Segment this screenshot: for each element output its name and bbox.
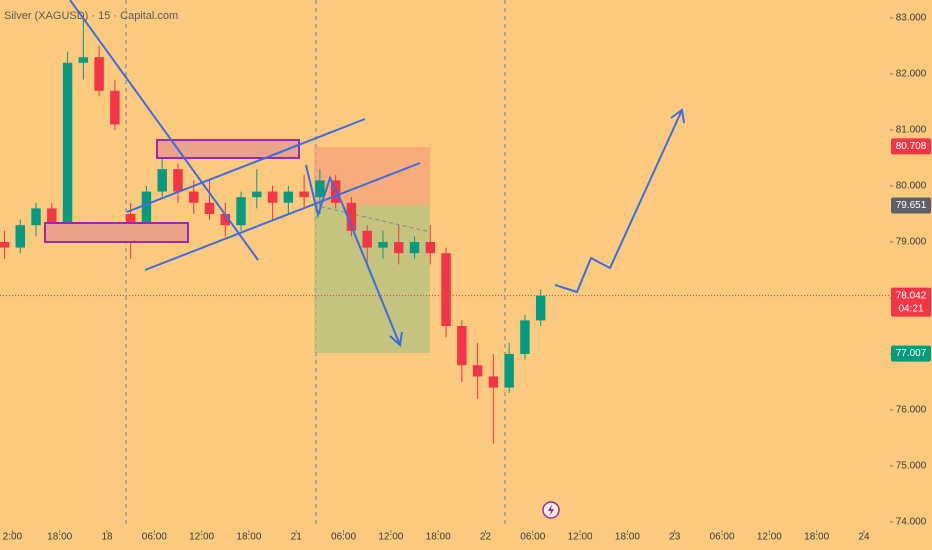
price-badge	[891, 345, 931, 362]
candle-body	[504, 353, 514, 388]
price-label: 79.651	[896, 200, 927, 211]
candle-body	[362, 230, 372, 248]
x-tick-label: 18:00	[615, 532, 640, 543]
price-label: 77.007	[896, 348, 927, 359]
x-tick-label: 12:00	[189, 532, 214, 543]
candle-body	[267, 191, 278, 203]
chart-title: Silver (XAGUSD) · 15 · Capital.com	[4, 10, 178, 22]
candle-body	[78, 57, 89, 63]
icon-bolt	[548, 504, 554, 516]
price-badge	[891, 287, 931, 317]
candle-body	[283, 191, 294, 203]
x-tick-label: 06:00	[520, 532, 545, 543]
candle-body	[457, 325, 467, 366]
candle-body	[299, 191, 309, 198]
x-tick-label: 22	[480, 532, 492, 543]
drawings	[44, 0, 685, 347]
zone-box	[156, 139, 300, 159]
axes: 83.00082.00081.00080.00079.00078.00077.0…	[0, 13, 931, 543]
entry-line	[313, 204, 431, 233]
arrow-head	[670, 108, 685, 124]
x-tick-label: 18:00	[47, 532, 72, 543]
candle-body	[31, 208, 41, 226]
candle-body	[125, 213, 136, 226]
candle-body	[378, 241, 388, 248]
candle-body	[0, 241, 10, 248]
candle-body	[189, 191, 199, 203]
x-tick-label: 18:00	[804, 532, 829, 543]
projection-path	[554, 109, 683, 294]
projection-path	[305, 164, 401, 346]
x-tick-label: 12:00	[568, 532, 593, 543]
y-tick-label: 83.000	[896, 13, 927, 24]
candle-body	[346, 202, 357, 231]
x-tick-label: 2:00	[3, 532, 23, 543]
x-tick-label: 06:00	[331, 532, 356, 543]
x-tick-label: 12:00	[757, 532, 782, 543]
candle-body	[15, 225, 25, 248]
y-tick-label: 79.000	[896, 237, 927, 248]
price-badge	[891, 138, 931, 155]
candle-body	[409, 241, 420, 254]
candle-body	[204, 202, 215, 214]
candle-body	[394, 241, 404, 254]
y-tick-label: 80.000	[896, 181, 927, 192]
channel-line	[144, 162, 421, 271]
candle-body	[315, 180, 325, 198]
x-tick-label: 18:00	[236, 532, 261, 543]
y-tick-label: 76.000	[896, 405, 927, 416]
x-tick-label: 21	[291, 532, 303, 543]
candle-body	[252, 191, 262, 198]
candle-body	[47, 208, 57, 231]
candle-body	[520, 320, 530, 354]
candle-body	[535, 295, 546, 321]
x-tick-label: 24	[858, 532, 870, 543]
y-tick-label: 82.000	[896, 69, 927, 80]
y-tick-label: 81.000	[896, 125, 927, 136]
candle-body	[141, 191, 152, 226]
candle-body	[110, 90, 120, 125]
lightning-icon	[542, 501, 560, 519]
candle-body	[488, 376, 499, 388]
channel-line	[126, 118, 366, 213]
candle-body	[236, 197, 246, 226]
x-tick-label: 18:00	[426, 532, 451, 543]
x-tick-label: 18	[101, 532, 113, 543]
candle-body	[472, 365, 483, 377]
candle-body	[220, 213, 231, 226]
price-badge	[891, 197, 931, 214]
candle-body	[173, 169, 183, 192]
price-label: 78.042	[896, 290, 927, 301]
candle-body	[157, 169, 167, 192]
x-tick-label: 06:00	[142, 532, 167, 543]
candle-body	[441, 253, 451, 326]
trend-line	[69, 0, 259, 261]
position-tool	[313, 147, 431, 353]
price-label: 80.708	[896, 141, 927, 152]
candle-body	[425, 241, 436, 254]
x-tick-label: 23	[669, 532, 681, 543]
candle-body	[62, 62, 73, 231]
countdown-label: 04:21	[898, 303, 923, 314]
candle-body	[94, 57, 104, 91]
zone-box	[44, 222, 189, 243]
x-tick-label: 12:00	[378, 532, 403, 543]
y-tick-label: 74.000	[896, 517, 927, 528]
x-tick-label: 06:00	[710, 532, 735, 543]
arrow-head	[389, 331, 403, 347]
y-tick-label: 75.000	[896, 461, 927, 472]
